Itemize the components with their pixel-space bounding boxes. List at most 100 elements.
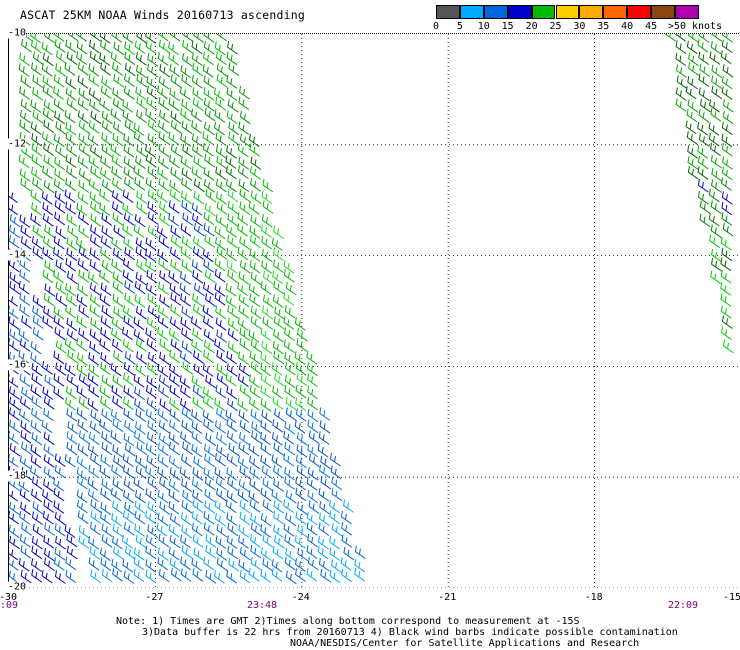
wind-barb <box>112 500 123 515</box>
wind-barb <box>238 293 250 308</box>
wind-barb <box>295 362 307 376</box>
wind-barb <box>159 351 170 366</box>
wind-barb <box>123 464 134 479</box>
wind-barb <box>273 225 284 239</box>
wind-barb <box>260 431 271 446</box>
wind-barb <box>157 326 168 341</box>
wind-barb <box>112 87 124 101</box>
wind-barb <box>181 305 193 320</box>
wind-barb <box>295 568 306 582</box>
wind-barb <box>191 75 203 89</box>
wind-barb <box>112 374 124 388</box>
wind-barb <box>202 64 214 78</box>
wind-barb <box>216 372 228 387</box>
wind-barb <box>228 442 240 457</box>
lat-label: -20 <box>8 581 27 593</box>
wind-barb <box>44 224 55 239</box>
wind-barb <box>307 533 318 548</box>
wind-barb <box>284 534 296 548</box>
wind-barb <box>78 373 90 388</box>
wind-barb <box>319 464 330 479</box>
wind-barb <box>100 453 112 468</box>
wind-barb <box>239 236 251 250</box>
wind-barb <box>687 34 699 43</box>
wind-barb <box>76 34 87 42</box>
wind-barb <box>88 536 99 550</box>
wind-barb <box>53 133 65 148</box>
wind-barb <box>65 258 77 272</box>
wind-barb <box>113 41 125 56</box>
wind-barb <box>169 188 181 203</box>
wind-barb <box>722 223 734 237</box>
wind-barb <box>698 51 710 66</box>
wind-barb <box>250 557 262 571</box>
wind-barb <box>43 407 54 422</box>
wind-barb <box>271 568 283 582</box>
wind-barb <box>19 534 31 548</box>
wind-barb <box>239 546 251 561</box>
wind-barb <box>720 305 732 319</box>
wind-barb <box>145 465 156 479</box>
colorbar-label: 30 <box>573 21 586 32</box>
wind-barb <box>101 212 113 226</box>
wind-barb <box>205 545 217 559</box>
wind-barb <box>134 294 146 308</box>
wind-barb <box>159 201 170 215</box>
wind-barb <box>191 409 202 423</box>
wind-barb <box>180 293 191 307</box>
wind-barb <box>273 329 284 343</box>
wind-barb <box>215 385 227 399</box>
wind-barb <box>721 133 733 148</box>
wind-barb <box>66 97 78 112</box>
wind-barb <box>110 108 122 122</box>
wind-barb <box>190 316 202 330</box>
wind-barb <box>262 305 273 320</box>
wind-barb <box>54 464 66 479</box>
wind-barb <box>225 178 237 193</box>
wind-barb <box>123 133 135 147</box>
wind-barb <box>283 523 295 537</box>
wind-barb <box>248 201 260 215</box>
wind-barb <box>250 214 262 228</box>
wind-barb <box>31 143 43 157</box>
wind-barb <box>77 62 89 76</box>
wind-barb <box>180 568 192 582</box>
wind-barb <box>30 340 42 355</box>
wind-barb <box>99 465 111 479</box>
wind-barb <box>88 63 100 77</box>
wind-barb <box>110 430 122 444</box>
wind-barb <box>133 477 145 491</box>
wind-barb <box>192 467 204 481</box>
wind-barb <box>191 511 203 525</box>
wind-barb <box>191 430 203 445</box>
wind-barb <box>31 167 42 181</box>
wind-barb <box>146 85 158 100</box>
wind-barb <box>55 259 67 273</box>
wind-barb <box>147 501 159 515</box>
wind-barb <box>202 386 214 401</box>
wind-barb <box>21 315 32 329</box>
wind-barb <box>306 362 318 377</box>
wind-barb <box>215 317 227 331</box>
wind-barb <box>228 131 240 146</box>
wind-barb <box>147 476 159 491</box>
wind-barb <box>77 443 89 457</box>
wind-barb <box>295 476 307 491</box>
wind-barb <box>110 362 122 377</box>
wind-barb <box>147 211 159 225</box>
wind-barb <box>708 122 720 136</box>
wind-barb <box>42 108 54 122</box>
wind-barb <box>19 488 31 502</box>
wind-barb <box>9 386 20 400</box>
wind-barb <box>41 191 53 205</box>
wind-barb <box>19 86 30 100</box>
wind-barb <box>271 237 283 251</box>
wind-barb <box>227 328 239 342</box>
wind-barb <box>124 546 136 560</box>
wind-barb <box>158 178 170 192</box>
wind-barb <box>123 407 135 422</box>
wind-barb <box>54 211 65 226</box>
wind-barb <box>168 431 180 446</box>
wind-barb <box>192 534 204 548</box>
wind-barb <box>122 559 134 573</box>
